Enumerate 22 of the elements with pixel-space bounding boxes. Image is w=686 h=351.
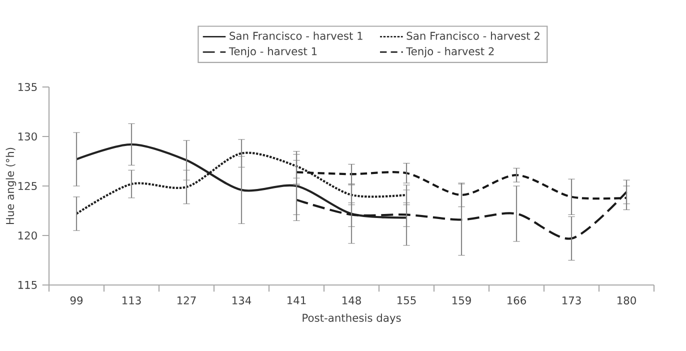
y-tick-label: 135 <box>18 82 37 92</box>
y-tick-label: 115 <box>18 281 37 289</box>
legend-label: San Francisco - harvest 1 <box>230 32 362 40</box>
x-tick-label: 155 <box>398 296 416 304</box>
legend-label: Tenjo - harvest 1 <box>228 47 317 58</box>
y-tick-label: 125 <box>18 182 37 190</box>
x-tick-label: 159 <box>452 296 471 304</box>
x-axis-title: Post-anthesis days <box>302 314 401 324</box>
x-tick-label: 141 <box>288 296 306 304</box>
x-tick-label: 173 <box>562 296 581 304</box>
x-tick-label: 166 <box>508 296 526 304</box>
x-tick-label: 113 <box>122 296 141 304</box>
x-tick-label: 180 <box>618 296 636 304</box>
y-axis-title: Hue angle (°h) <box>6 148 16 224</box>
x-tick-label: 127 <box>178 296 196 304</box>
y-tick-label: 120 <box>18 231 37 240</box>
x-tick-label: 134 <box>232 296 252 304</box>
legend-label: San Francisco - harvest 2 <box>406 32 540 40</box>
y-tick-label: 130 <box>18 132 37 141</box>
x-tick-label: 148 <box>342 296 361 304</box>
legend-label: Tenjo - harvest 2 <box>406 47 494 58</box>
x-tick-label: 99 <box>70 296 83 304</box>
